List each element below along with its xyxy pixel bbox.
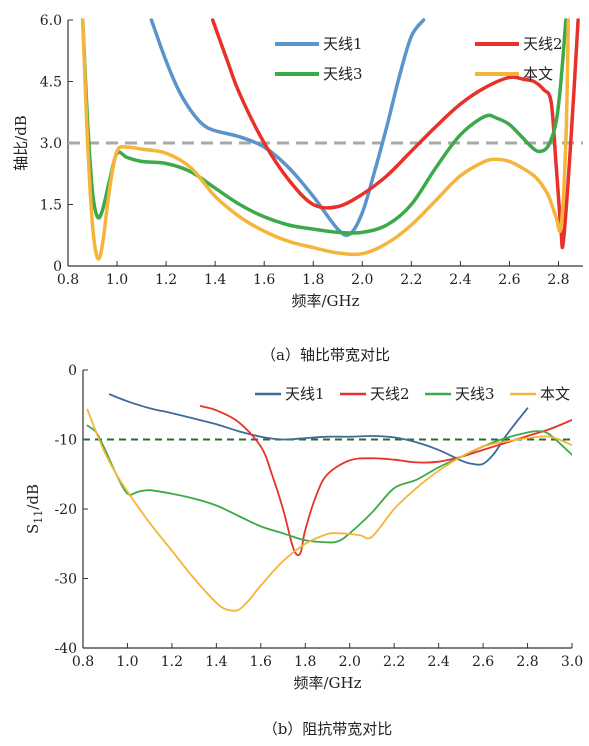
- x-tick-label: 1.0: [116, 654, 138, 670]
- y-tick-label: -30: [54, 572, 77, 588]
- legend-label: 天线1: [323, 35, 363, 53]
- x-axis-label: 频率/GHz: [291, 292, 359, 310]
- x-tick-label: 2.8: [516, 654, 538, 670]
- legend-label: 本文: [540, 385, 570, 403]
- y-axis-label: S11/dB: [24, 484, 45, 534]
- y-tick-label: 6.0: [40, 13, 62, 29]
- series-line-4: [86, 408, 572, 612]
- x-tick-label: 1.2: [155, 272, 177, 288]
- y-axis-label-subscript: 11: [32, 510, 45, 524]
- figure-caption: （a）轴比带宽对比: [261, 346, 390, 364]
- x-tick-label: 2.0: [351, 272, 373, 288]
- series-line-2: [199, 405, 572, 557]
- y-tick-label: -20: [54, 502, 77, 518]
- y-tick-label: 0: [68, 363, 77, 379]
- y-axis-label-main: S: [24, 524, 42, 534]
- x-tick-label: 1.2: [161, 654, 183, 670]
- x-tick-label: 2.4: [428, 654, 450, 670]
- x-tick-label: 2.8: [547, 272, 569, 288]
- x-tick-label: 1.4: [204, 272, 226, 288]
- x-tick-label: 0.8: [72, 654, 94, 670]
- y-axis-label: 轴比/dB: [12, 115, 30, 171]
- y-tick-label: -40: [54, 641, 77, 657]
- x-tick-label: 2.6: [498, 272, 520, 288]
- x-tick-label: 1.6: [250, 654, 272, 670]
- x-tick-label: 2.0: [339, 654, 361, 670]
- x-tick-label: 0.8: [57, 272, 79, 288]
- x-tick-label: 1.0: [106, 272, 128, 288]
- y-axis-label-unit: /dB: [24, 484, 42, 510]
- y-tick-label: 1.5: [40, 198, 62, 214]
- y-tick-label: 0: [53, 259, 62, 275]
- series-line-2: [210, 18, 580, 250]
- series-line-1: [108, 393, 529, 466]
- x-tick-label: 2.4: [449, 272, 471, 288]
- series-line-3: [86, 424, 572, 544]
- s11-chart: 0.8 1.0 1.2 1.4 1.6 1.8 2.0 2.2 2.4 2.6 2.8 3.0 0 -10…: [24, 363, 583, 738]
- legend-label: 本文: [523, 65, 553, 83]
- x-axis-label: 频率/GHz: [293, 674, 361, 692]
- series-line-1: [149, 18, 426, 238]
- x-tick-label: 1.6: [253, 272, 275, 288]
- x-tick-label: 3.0: [561, 654, 583, 670]
- axial-ratio-chart: 0.8 1.0 1.2 1.4 1.6 1.8 2.0 2.2 2.4 2.6 2.8 0 1.5 3.0…: [12, 13, 583, 364]
- x-tick-label: 1.8: [294, 654, 316, 670]
- legend-label: 天线3: [323, 65, 363, 83]
- legend-label: 天线2: [370, 385, 410, 403]
- y-tick-label: 3.0: [40, 136, 62, 152]
- x-tick-label: 1.4: [205, 654, 227, 670]
- figure-caption: （b）阻抗带宽对比: [263, 720, 393, 738]
- x-tick-label: 2.2: [383, 654, 405, 670]
- x-tick-label: 2.2: [400, 272, 422, 288]
- y-tick-label: 4.5: [40, 75, 62, 91]
- x-tick-label: 1.8: [302, 272, 324, 288]
- x-tick-label: 2.6: [472, 654, 494, 670]
- legend-label: 天线1: [285, 385, 325, 403]
- legend-label: 天线3: [455, 385, 495, 403]
- series-line-4: [80, 18, 571, 261]
- y-tick-label: -10: [54, 433, 77, 449]
- legend-label: 天线2: [523, 35, 563, 53]
